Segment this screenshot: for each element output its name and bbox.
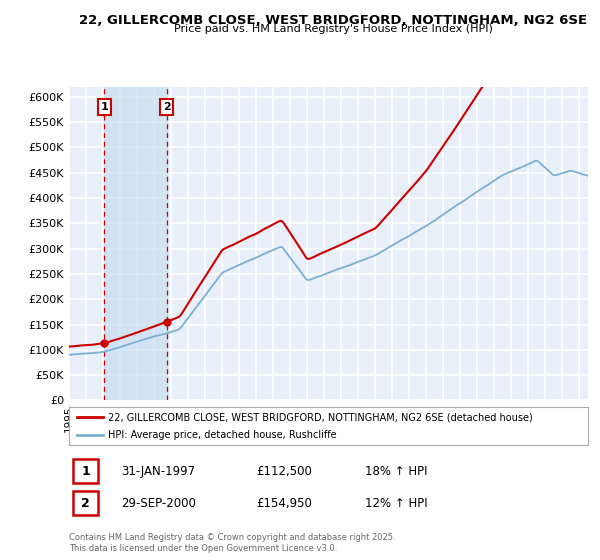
Text: 12% ↑ HPI: 12% ↑ HPI bbox=[365, 497, 427, 510]
FancyBboxPatch shape bbox=[73, 491, 98, 515]
Text: 22, GILLERCOMB CLOSE, WEST BRIDGFORD, NOTTINGHAM, NG2 6SE: 22, GILLERCOMB CLOSE, WEST BRIDGFORD, NO… bbox=[79, 14, 587, 27]
Text: Price paid vs. HM Land Registry's House Price Index (HPI): Price paid vs. HM Land Registry's House … bbox=[173, 24, 493, 34]
Text: 2: 2 bbox=[81, 497, 90, 510]
Bar bbox=[104, 87, 167, 400]
Text: 2: 2 bbox=[163, 102, 171, 112]
FancyBboxPatch shape bbox=[73, 459, 98, 483]
Text: £112,500: £112,500 bbox=[256, 465, 312, 478]
Text: 29-SEP-2000: 29-SEP-2000 bbox=[121, 497, 196, 510]
Text: 1: 1 bbox=[81, 465, 90, 478]
Text: 22, GILLERCOMB CLOSE, WEST BRIDGFORD, NOTTINGHAM, NG2 6SE (detached house): 22, GILLERCOMB CLOSE, WEST BRIDGFORD, NO… bbox=[108, 412, 533, 422]
Text: 18% ↑ HPI: 18% ↑ HPI bbox=[365, 465, 427, 478]
Text: Contains HM Land Registry data © Crown copyright and database right 2025.
This d: Contains HM Land Registry data © Crown c… bbox=[69, 533, 395, 553]
Text: £154,950: £154,950 bbox=[256, 497, 312, 510]
Text: 31-JAN-1997: 31-JAN-1997 bbox=[121, 465, 195, 478]
Text: 1: 1 bbox=[101, 102, 108, 112]
Text: HPI: Average price, detached house, Rushcliffe: HPI: Average price, detached house, Rush… bbox=[108, 430, 337, 440]
